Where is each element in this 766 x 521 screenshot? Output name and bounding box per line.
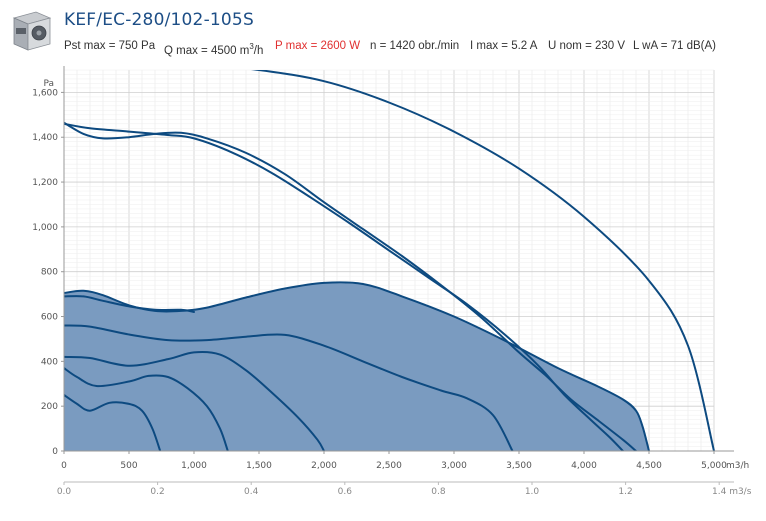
spec-q-max-sup: 3 bbox=[249, 42, 254, 51]
series-line-8 bbox=[64, 367, 229, 451]
x-tick-label: 4,000 bbox=[571, 461, 597, 471]
x-tick-label: 2,000 bbox=[311, 461, 337, 471]
x-tick-label: 500 bbox=[120, 461, 137, 471]
x2-tick-label: 0.8 bbox=[431, 487, 446, 497]
y-tick-label: 1,000 bbox=[32, 223, 58, 233]
series-line-6 bbox=[64, 324, 514, 451]
series-line-3 bbox=[64, 122, 624, 451]
spec-q-max-prefix: Q max = 4500 m bbox=[164, 44, 250, 57]
spec-i-max: I max = 5.2 A bbox=[470, 40, 538, 52]
spec-u-nom: U nom = 230 V bbox=[548, 40, 626, 52]
x-tick-label: 1,500 bbox=[246, 461, 272, 471]
y-tick-label: 800 bbox=[41, 268, 58, 278]
x-tick-label: 5,000 bbox=[701, 461, 727, 471]
y-axis-label: Pa bbox=[43, 79, 54, 89]
series-line-2 bbox=[64, 121, 637, 451]
y-tick-label: 0 bbox=[52, 447, 58, 457]
y-tick-label: 200 bbox=[41, 402, 58, 412]
spec-pst-max: Pst max = 750 Pa bbox=[64, 40, 156, 52]
x-axis-label: m3/h bbox=[726, 461, 749, 471]
x-tick-label: 0 bbox=[61, 461, 67, 471]
y-tick-label: 400 bbox=[41, 357, 58, 367]
x2-tick-label: 0.6 bbox=[338, 487, 353, 497]
page-title: KEF/EC-280/102-105S bbox=[64, 10, 254, 30]
x-tick-label: 1,000 bbox=[181, 461, 207, 471]
curve-layer bbox=[64, 70, 715, 451]
x2-tick-label: 1.4 bbox=[712, 487, 727, 497]
spec-q-max: Q max = 4500 m3/h bbox=[164, 42, 263, 57]
y-tick-label: 1,400 bbox=[32, 133, 58, 143]
spec-speed: n = 1420 obr./min bbox=[370, 40, 460, 52]
spec-q-max-suffix: /h bbox=[253, 44, 264, 57]
x-tick-label: 3,500 bbox=[506, 461, 532, 471]
series-line-9 bbox=[64, 394, 162, 451]
y-tick-label: 1,200 bbox=[32, 178, 58, 188]
y-tick-label: 1,600 bbox=[32, 88, 58, 98]
series-line-5 bbox=[64, 295, 195, 313]
x2-tick-label: 0.0 bbox=[57, 487, 72, 497]
x2-tick-label: 1.2 bbox=[618, 487, 632, 497]
spec-lwa: L wA = 71 dB(A) bbox=[633, 40, 716, 52]
x2-tick-label: 0.4 bbox=[244, 487, 259, 497]
series-line-1 bbox=[250, 70, 715, 451]
x-tick-label: 2,500 bbox=[376, 461, 402, 471]
spec-p-max: P max = 2600 W bbox=[275, 40, 361, 52]
product-thumbnail bbox=[6, 6, 56, 56]
series-line-7 bbox=[64, 350, 325, 451]
x-tick-label: 4,500 bbox=[636, 461, 662, 471]
chart-axes bbox=[61, 66, 734, 485]
x-tick-label: 3,000 bbox=[441, 461, 467, 471]
fan-box-icon bbox=[12, 11, 52, 51]
y-tick-label: 600 bbox=[41, 313, 58, 323]
x2-tick-label: 0.2 bbox=[150, 487, 164, 497]
x2-axis-label: m3/s bbox=[729, 487, 752, 497]
x2-tick-label: 1.0 bbox=[525, 487, 540, 497]
